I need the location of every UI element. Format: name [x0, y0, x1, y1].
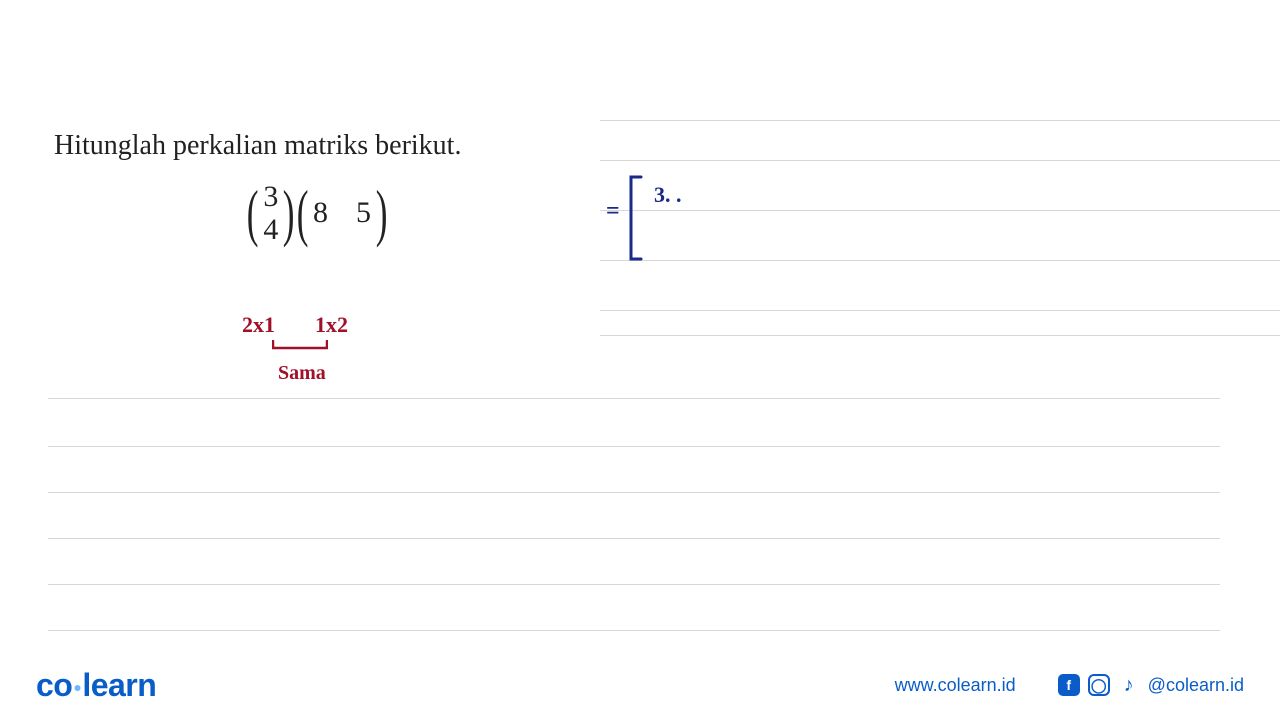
- red-bracket: [272, 340, 328, 354]
- question-text: Hitunglah perkalian matriks berikut.: [54, 130, 461, 162]
- ruled-line: [48, 446, 1220, 447]
- ruled-line: [600, 310, 1280, 311]
- paren-right: ): [283, 181, 295, 245]
- partial-work: 3. .: [654, 182, 682, 208]
- brand-learn: learn: [82, 667, 156, 703]
- equals-sign: =: [606, 198, 620, 225]
- cell: 5: [356, 196, 371, 230]
- matrix-a: 3 4: [263, 180, 278, 246]
- ruled-line: [48, 398, 1220, 399]
- social-icons: f ◯ ♪ @colearn.id: [1058, 674, 1244, 696]
- ruled-line: [600, 260, 1280, 261]
- dim-b-label: 1x2: [315, 312, 348, 338]
- brand-sep: ●: [73, 679, 81, 695]
- ruled-line: [600, 210, 1280, 211]
- ruled-line: [600, 160, 1280, 161]
- tiktok-icon: ♪: [1118, 674, 1140, 696]
- ruled-line: [48, 538, 1220, 539]
- footer-url: www.colearn.id: [895, 675, 1016, 696]
- instagram-icon: ◯: [1088, 674, 1110, 696]
- social-handle: @colearn.id: [1148, 675, 1244, 696]
- cell: 4: [263, 213, 278, 246]
- matrix-b: 8 5: [313, 196, 371, 230]
- paren-left: (: [247, 181, 259, 245]
- cell: 3: [263, 180, 278, 213]
- sama-label: Sama: [278, 362, 326, 385]
- footer: co●learn www.colearn.id f ◯ ♪ @colearn.i…: [0, 650, 1280, 720]
- ruled-line: [600, 335, 1280, 336]
- blue-bracket: [628, 175, 644, 261]
- ruled-line: [48, 584, 1220, 585]
- cell: 8: [313, 196, 328, 230]
- dim-a-label: 2x1: [242, 312, 275, 338]
- brand-logo: co●learn: [36, 667, 156, 704]
- brand-co: co: [36, 667, 72, 703]
- paren-right: ): [376, 181, 388, 245]
- matrix-product: ( 3 4 ) ( 8 5 ): [242, 180, 392, 246]
- content-area: Hitunglah perkalian matriks berikut. ( 3…: [0, 0, 1280, 650]
- ruled-line: [600, 120, 1280, 121]
- facebook-icon: f: [1058, 674, 1080, 696]
- ruled-line: [48, 492, 1220, 493]
- ruled-line: [48, 630, 1220, 631]
- paren-left: (: [296, 181, 308, 245]
